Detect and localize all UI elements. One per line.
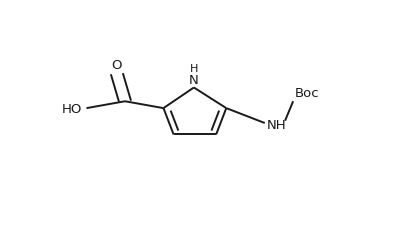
Text: N: N xyxy=(189,73,199,86)
Text: NH: NH xyxy=(267,118,286,131)
Text: Boc: Boc xyxy=(295,87,320,100)
Text: O: O xyxy=(112,59,122,72)
Text: HO: HO xyxy=(62,102,82,115)
Text: H: H xyxy=(190,63,198,73)
